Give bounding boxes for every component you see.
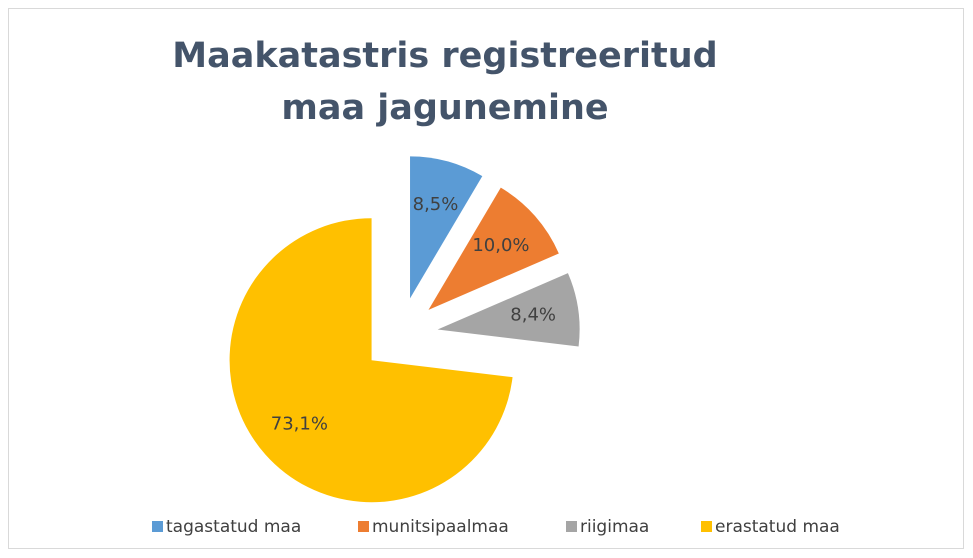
legend-label: erastatud maa bbox=[715, 517, 840, 537]
data-label: 8,5% bbox=[413, 194, 459, 215]
data-label: 8,4% bbox=[510, 305, 556, 326]
pie-slice bbox=[410, 156, 483, 299]
chart-title: Maakatastris registreeritud maa jagunemi… bbox=[172, 36, 718, 128]
legend-label: tagastatud maa bbox=[166, 517, 301, 537]
data-label: 73,1% bbox=[271, 413, 328, 434]
legend-swatch bbox=[152, 521, 163, 532]
chart-frame bbox=[8, 8, 964, 549]
legend-label: munitsipaalmaa bbox=[372, 517, 509, 537]
legend-swatch bbox=[566, 521, 577, 532]
pie-slice bbox=[229, 218, 513, 503]
legend-swatch bbox=[701, 521, 712, 532]
pie-slice bbox=[437, 273, 580, 347]
data-label: 10,0% bbox=[472, 235, 529, 256]
legend-swatch bbox=[358, 521, 369, 532]
pie-slice bbox=[428, 187, 559, 310]
legend-label: riigimaa bbox=[580, 517, 649, 537]
